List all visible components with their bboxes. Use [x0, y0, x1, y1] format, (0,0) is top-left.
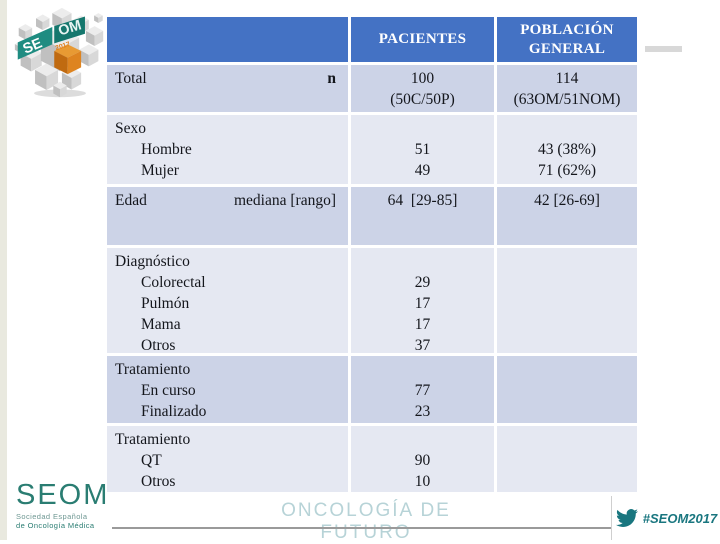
row-total-poblacion: 114 (63OM/51NOM): [497, 65, 637, 112]
row-edad-poblacion: 42 [26-69]: [497, 187, 637, 245]
row-total-pacientes: 100 (50C/50P): [351, 65, 494, 112]
seom-footer-logo-line1: Sociedad Española: [16, 512, 88, 521]
seom-footer-logo-line2: de Oncología Médica: [16, 521, 95, 530]
row-sexo-pacientes: 51 49: [351, 115, 494, 184]
results-table: PACIENTES POBLACIÓN GENERAL Total n 100 …: [107, 17, 637, 492]
slide-edge-strip: [0, 0, 7, 540]
row-sexo-poblacion: 43 (38%) 71 (62%): [497, 115, 637, 184]
table-header-poblacion: POBLACIÓN GENERAL: [497, 17, 637, 62]
row-tratamiento2-label: Tratamiento QT Otros: [107, 426, 348, 492]
logo-orange-cube: 2017: [54, 41, 82, 75]
row-total-unit: n: [327, 70, 336, 87]
row-tratamiento2-poblacion: [497, 426, 637, 492]
table-header-blank: [107, 17, 348, 62]
decorative-dash: [645, 46, 682, 52]
seom-cube-logo: SE OM 2017: [14, 7, 104, 98]
seom-footer-logo: SEOM Sociedad Española de Oncología Médi…: [16, 479, 116, 531]
table-header-pacientes: PACIENTES: [351, 17, 494, 62]
row-tratamiento1-label: Tratamiento En curso Finalizado: [107, 356, 348, 423]
row-tratamiento1-poblacion: [497, 356, 637, 423]
row-diagnostico-poblacion: [497, 248, 637, 353]
row-edad-pacientes: 64 [29-85]: [351, 187, 494, 245]
row-diagnostico-label: Diagnóstico Colorectal Pulmón Mama Otros: [107, 248, 348, 353]
row-diagnostico-pacientes: 29 17 17 37: [351, 248, 494, 353]
hashtag-text: #SEOM2017: [642, 510, 718, 526]
row-total-title: Total: [115, 70, 147, 87]
twitter-hashtag-badge: #SEOM2017: [611, 496, 720, 540]
twitter-bird-icon: [615, 509, 638, 527]
row-edad-label: Edad mediana [rango]: [107, 187, 348, 245]
footer-divider-line: [112, 527, 611, 529]
logo-ribbon: SE OM: [17, 16, 85, 60]
logo-year: 2017: [55, 41, 72, 52]
row-edad-unit: mediana [rango]: [234, 192, 336, 209]
row-sexo-label: Sexo Hombre Mujer: [107, 115, 348, 184]
seom-footer-logo-name: SEOM: [16, 479, 110, 511]
footer-slogan: ONCOLOGÍA DE FUTURO: [281, 500, 451, 543]
row-tratamiento1-pacientes: 77 23: [351, 356, 494, 423]
row-edad-title: Edad: [115, 192, 147, 209]
row-tratamiento2-pacientes: 90 10: [351, 426, 494, 492]
logo-ribbon-text-right: OM: [56, 17, 83, 39]
row-total-label: Total n: [107, 65, 348, 112]
logo-ribbon-text-left: SE: [21, 35, 45, 57]
